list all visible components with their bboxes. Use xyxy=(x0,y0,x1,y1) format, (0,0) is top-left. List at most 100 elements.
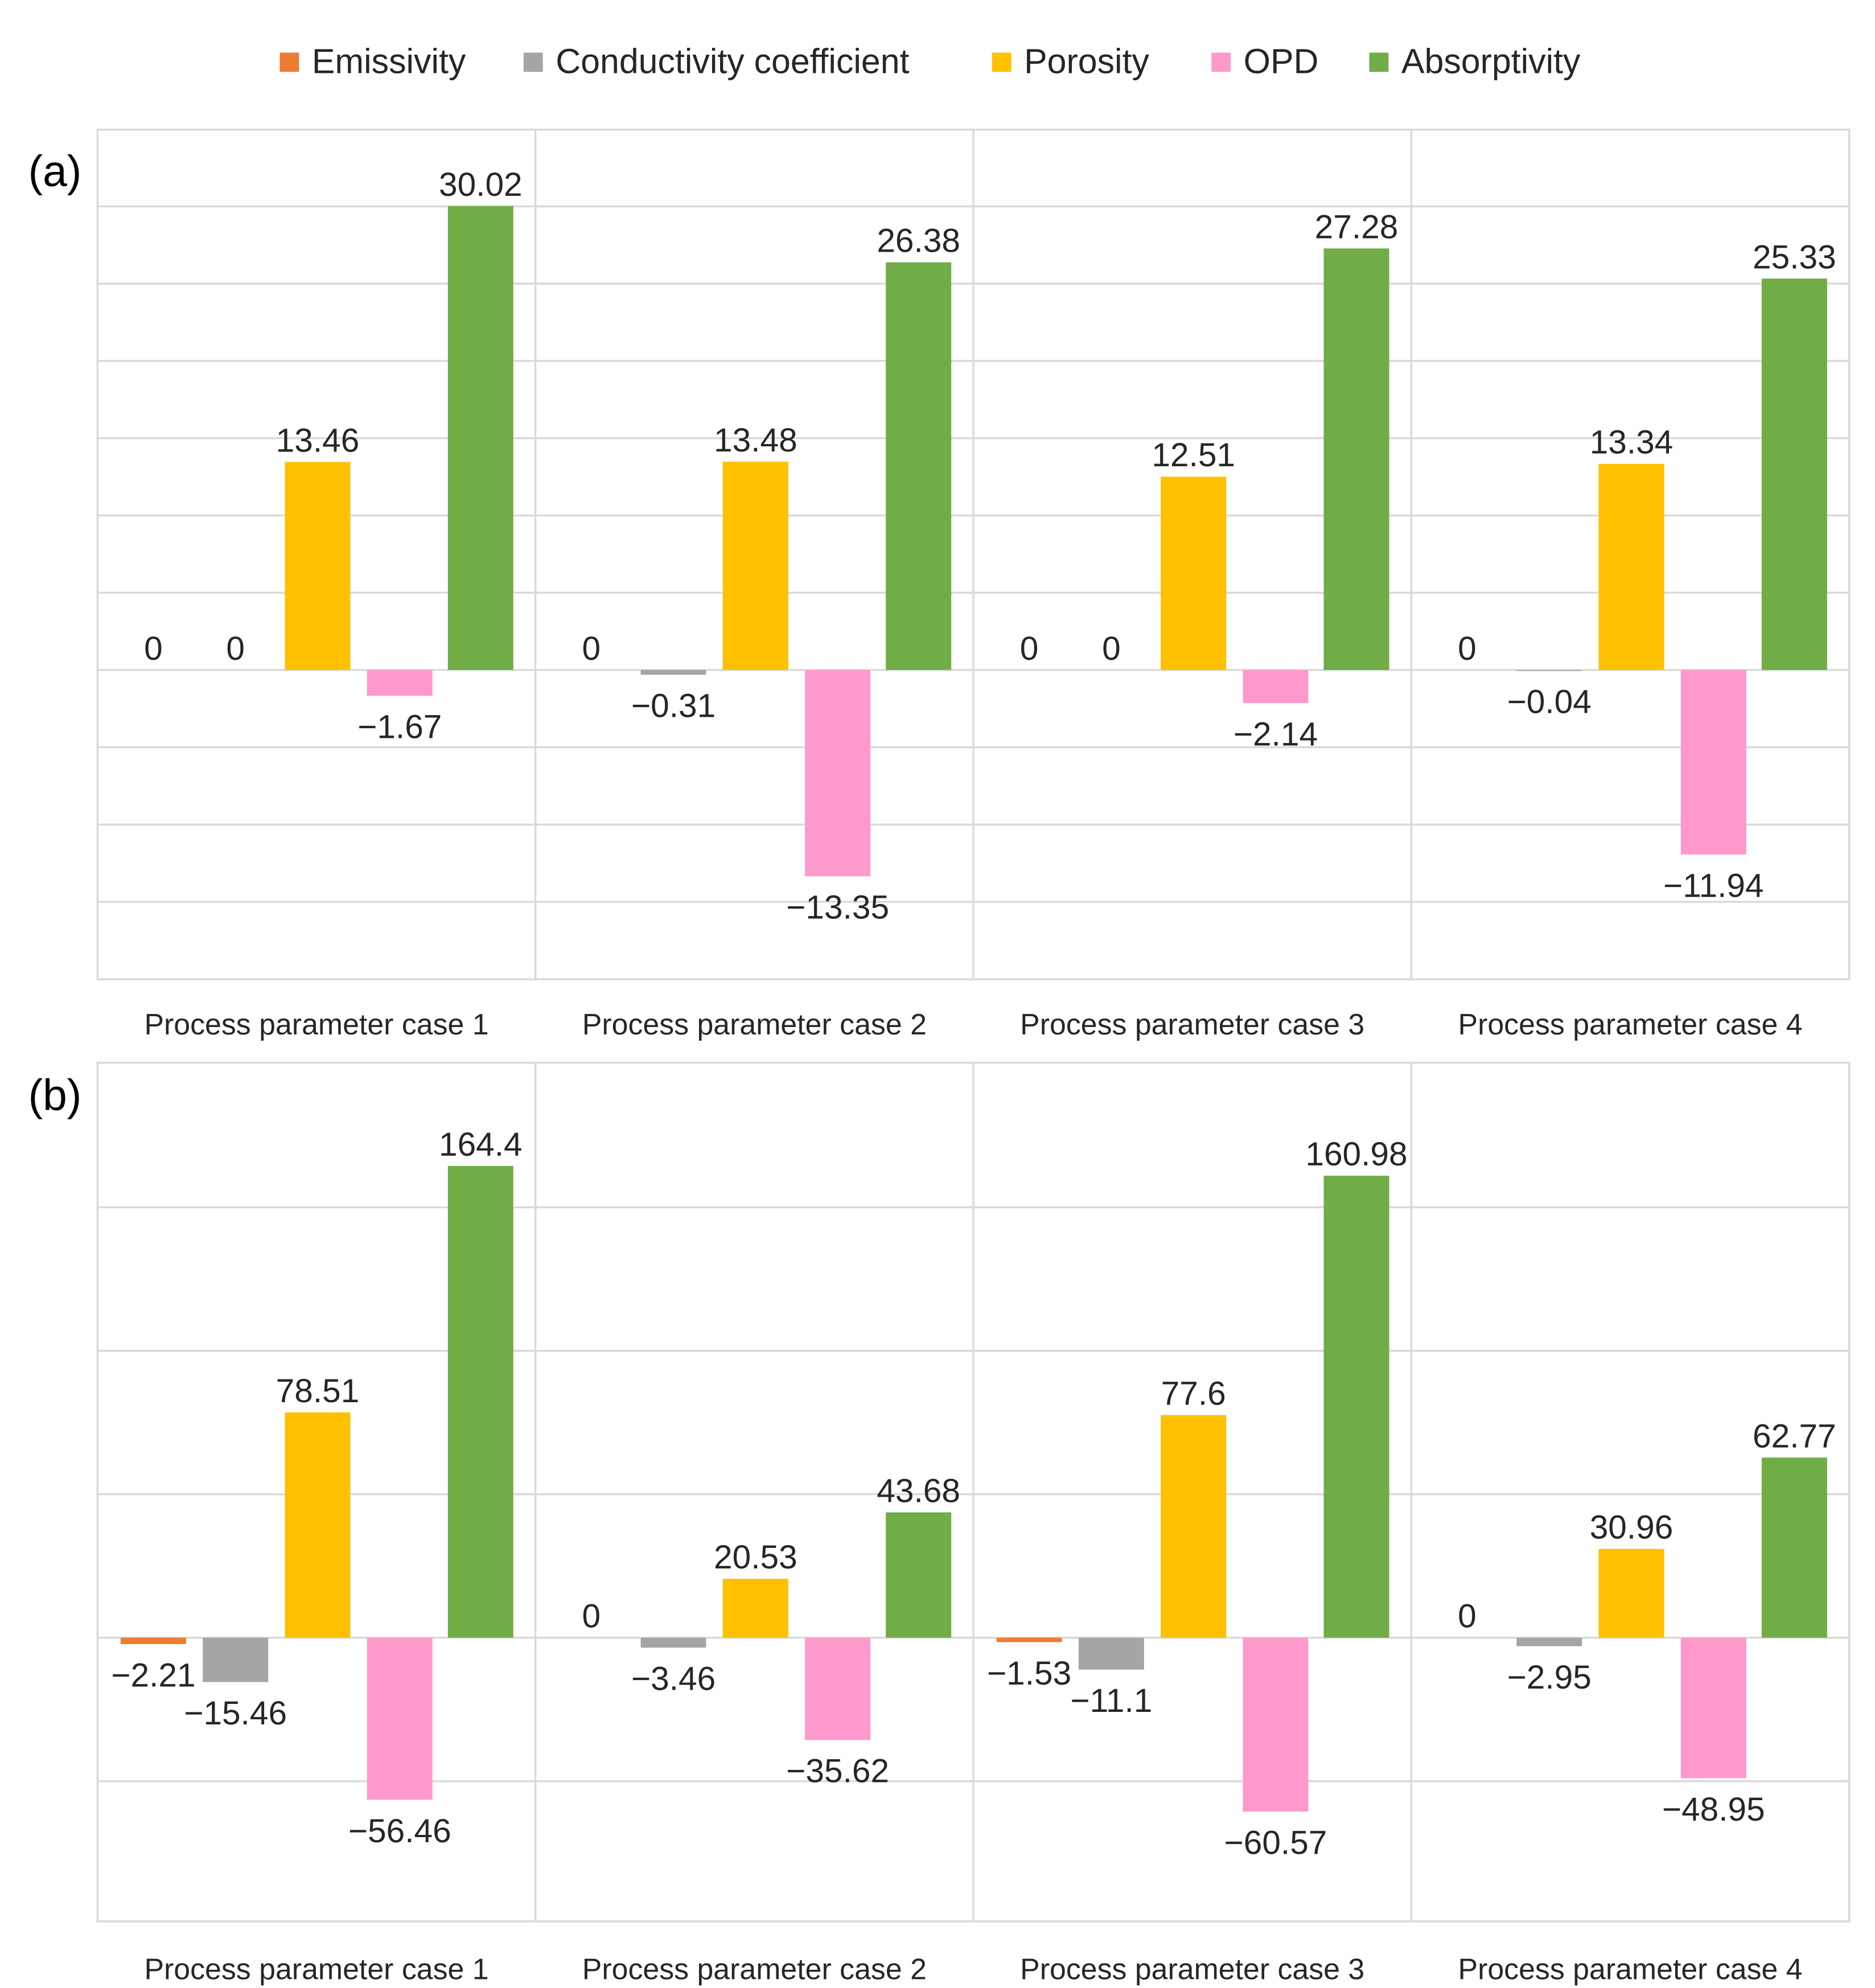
bar xyxy=(1161,1415,1227,1638)
legend-swatch xyxy=(1211,52,1231,72)
data-label: 20.53 xyxy=(714,1539,797,1576)
bar xyxy=(1243,1637,1309,1812)
category-label: Process parameter case 4 xyxy=(1458,1952,1802,1985)
category-label: Process parameter case 3 xyxy=(1020,1952,1364,1985)
panel-label: (a) xyxy=(28,147,82,196)
bar xyxy=(722,1579,788,1638)
data-label: 0 xyxy=(144,630,163,667)
bar xyxy=(120,1637,186,1644)
legend-item-1: Emissivity xyxy=(279,42,466,81)
bar xyxy=(640,669,706,675)
bar xyxy=(886,1512,952,1638)
panels: (a) Process parameter case 1 Process param… xyxy=(28,129,1851,1985)
data-label: 12.51 xyxy=(1152,437,1235,474)
data-label: −0.31 xyxy=(631,688,716,725)
data-label: 0 xyxy=(1458,630,1477,667)
bar xyxy=(1598,1548,1664,1638)
data-label: 78.51 xyxy=(276,1373,360,1410)
data-label: −1.53 xyxy=(987,1655,1071,1692)
panel-label: (b) xyxy=(28,1071,82,1120)
bar xyxy=(640,1637,706,1648)
data-label: −60.57 xyxy=(1224,1824,1327,1861)
legend: Emissivity Conductivity coefficient Porosi… xyxy=(279,42,1581,81)
bar xyxy=(447,1165,513,1638)
data-label: 25.33 xyxy=(1753,239,1836,276)
data-label: 26.38 xyxy=(877,223,960,260)
legend-item-5: Absorptivity xyxy=(1369,42,1581,81)
bar xyxy=(1516,1637,1582,1646)
bar xyxy=(285,1412,351,1638)
legend-item-3: Porosity xyxy=(992,42,1150,81)
bar xyxy=(996,1637,1062,1642)
legend-label: Absorptivity xyxy=(1401,42,1581,81)
chart-panel-2: (b) Process parameter case 1 Process param… xyxy=(28,1062,1851,1985)
legend-swatch xyxy=(992,52,1011,72)
bar xyxy=(203,1637,269,1682)
bar xyxy=(1323,1176,1389,1638)
bar xyxy=(1680,1637,1746,1778)
legend-label: OPD xyxy=(1244,42,1319,81)
data-label: −2.14 xyxy=(1233,716,1318,753)
data-label: −35.62 xyxy=(786,1753,889,1790)
legend-swatch xyxy=(1369,52,1389,72)
data-label: 0 xyxy=(1020,630,1039,667)
category-label: Process parameter case 4 xyxy=(1458,1008,1802,1041)
bar xyxy=(1161,477,1227,670)
data-label: −15.46 xyxy=(184,1695,287,1732)
category-label: Process parameter case 2 xyxy=(582,1952,927,1985)
bar xyxy=(1598,463,1664,670)
data-label: 13.34 xyxy=(1590,424,1673,461)
data-label: 13.48 xyxy=(714,422,797,459)
data-label: −11.94 xyxy=(1663,867,1764,904)
bar xyxy=(285,462,351,670)
legend-swatch xyxy=(523,52,543,72)
data-label: −2.21 xyxy=(111,1657,195,1694)
data-label: 27.28 xyxy=(1315,208,1399,245)
legend-label: Porosity xyxy=(1024,42,1149,81)
plot-frame xyxy=(96,1062,1851,1923)
bar xyxy=(367,1637,433,1800)
data-label: 30.96 xyxy=(1590,1509,1673,1546)
category-label: Process parameter case 1 xyxy=(144,1952,488,1985)
bar xyxy=(886,262,952,670)
legend-swatch xyxy=(279,52,299,72)
bar xyxy=(447,206,513,670)
data-label: 0 xyxy=(1458,1598,1477,1635)
data-label: 62.77 xyxy=(1753,1418,1836,1455)
data-label: 160.98 xyxy=(1305,1136,1407,1173)
data-label: 164.4 xyxy=(439,1126,523,1163)
data-label: 0 xyxy=(582,1598,601,1635)
data-label: −48.95 xyxy=(1662,1791,1765,1828)
data-label: 0 xyxy=(1102,630,1121,667)
bar xyxy=(1078,1637,1144,1670)
data-label: 77.6 xyxy=(1161,1375,1226,1412)
category-label: Process parameter case 2 xyxy=(582,1008,927,1041)
bar xyxy=(1323,248,1389,670)
category-label: Process parameter case 3 xyxy=(1020,1008,1364,1041)
bar xyxy=(1516,669,1582,671)
data-label: 13.46 xyxy=(276,422,360,459)
bar xyxy=(367,669,433,696)
plot-frame xyxy=(96,129,1851,980)
data-label: −1.67 xyxy=(357,709,442,746)
legend-item-4: OPD xyxy=(1211,42,1319,81)
bar xyxy=(722,461,788,670)
bar xyxy=(805,1637,871,1740)
bar xyxy=(1761,1457,1827,1638)
legend-label: Emissivity xyxy=(312,42,466,81)
data-label: −11.1 xyxy=(1070,1682,1152,1719)
data-label: −2.95 xyxy=(1507,1659,1592,1696)
data-label: 43.68 xyxy=(877,1473,960,1510)
bar xyxy=(1243,669,1309,703)
legend-label: Conductivity coefficient xyxy=(556,42,909,81)
bar xyxy=(1680,669,1746,855)
data-label: 0 xyxy=(582,630,601,667)
data-label: −13.35 xyxy=(786,889,889,926)
chart-panel-1: (a) Process parameter case 1 Process param… xyxy=(28,129,1851,1041)
data-label: −0.04 xyxy=(1507,683,1592,720)
category-label: Process parameter case 1 xyxy=(144,1008,488,1041)
data-label: 0 xyxy=(226,630,245,667)
data-label: −3.46 xyxy=(631,1661,716,1698)
data-label: 30.02 xyxy=(439,166,523,203)
